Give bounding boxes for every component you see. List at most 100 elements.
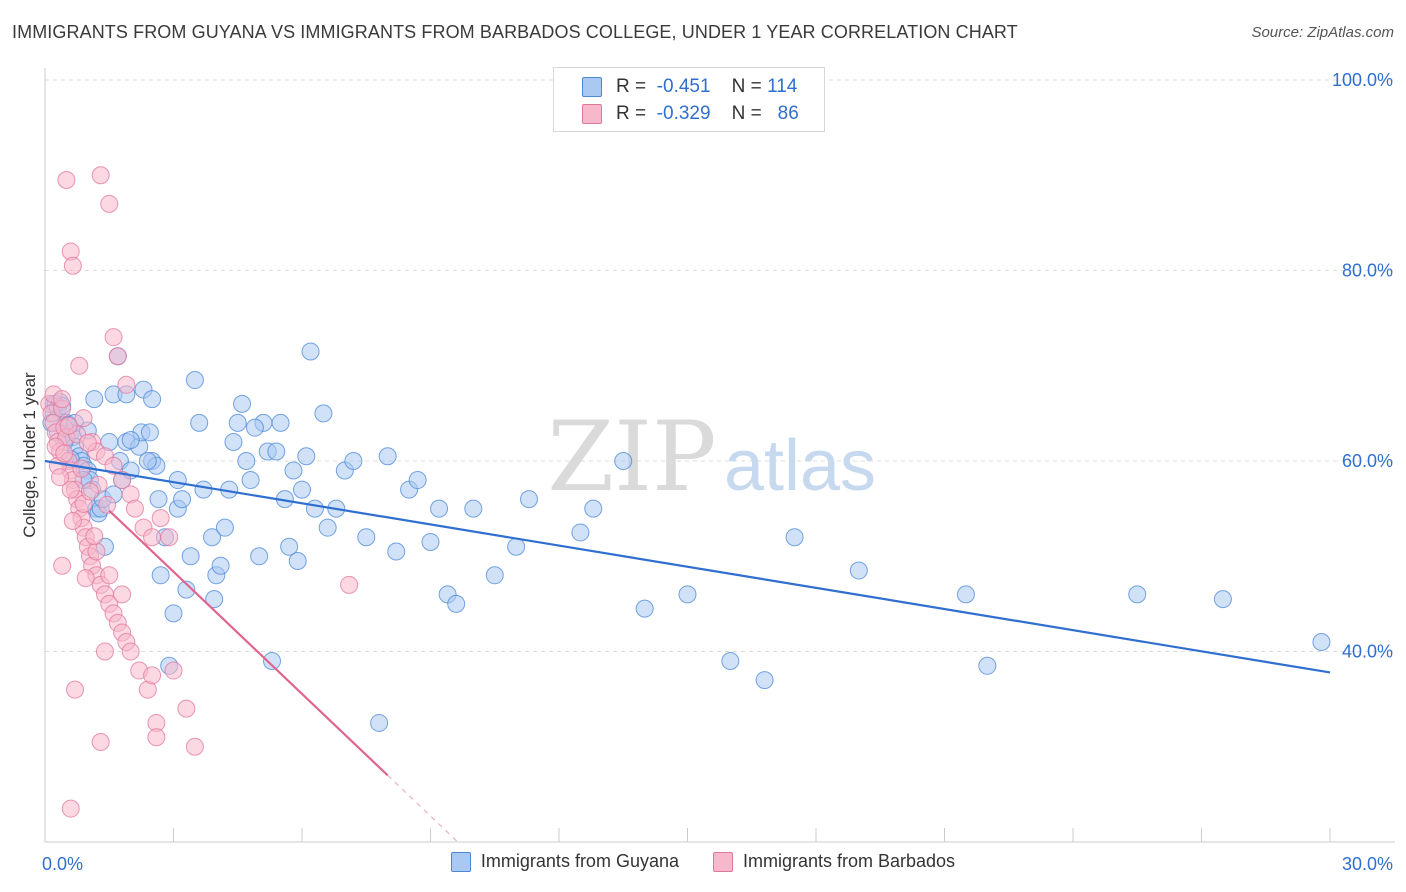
point-barbados-82 bbox=[63, 512, 82, 531]
legend-swatch-barbados bbox=[712, 851, 733, 872]
point-barbados-58 bbox=[87, 542, 106, 561]
point-guyana-56 bbox=[237, 452, 256, 470]
axes bbox=[44, 68, 1395, 843]
point-guyana-92 bbox=[584, 499, 603, 518]
stats-n-label: N = bbox=[731, 103, 762, 124]
point-guyana-97 bbox=[755, 671, 774, 690]
point-guyana-103 bbox=[1213, 590, 1232, 609]
point-guyana-78 bbox=[370, 713, 389, 732]
stats-r-label: R = bbox=[616, 76, 647, 97]
point-guyana-47 bbox=[203, 528, 222, 547]
stats-swatch-guyana bbox=[582, 77, 602, 97]
y-tick-label: 60.0% bbox=[1342, 451, 1393, 471]
point-guyana-96 bbox=[721, 652, 740, 671]
y-tick-label: 40.0% bbox=[1342, 642, 1393, 662]
stats-n-value: 114 bbox=[767, 76, 798, 97]
point-barbados-85 bbox=[98, 495, 117, 514]
point-guyana-45 bbox=[190, 413, 209, 432]
watermark-zip: ZIP bbox=[547, 401, 716, 513]
trend-line-guyana bbox=[44, 459, 1331, 674]
point-barbados-32 bbox=[143, 666, 162, 685]
point-barbados-64 bbox=[177, 699, 196, 718]
point-guyana-43 bbox=[181, 547, 200, 566]
point-barbados-84 bbox=[76, 569, 95, 588]
point-guyana-50 bbox=[211, 556, 230, 575]
point-barbados-74 bbox=[55, 444, 74, 463]
point-guyana-80 bbox=[387, 542, 406, 561]
point-barbados-41 bbox=[108, 347, 127, 366]
point-guyana-32 bbox=[140, 423, 159, 442]
y-axis-label: College, Under 1 year bbox=[20, 372, 39, 538]
point-barbados-78 bbox=[59, 416, 78, 435]
point-barbados-54 bbox=[143, 528, 162, 547]
point-guyana-46 bbox=[194, 480, 213, 499]
point-guyana-108 bbox=[85, 390, 104, 409]
chart-title: IMMIGRANTS FROM GUYANA VS IMMIGRANTS FRO… bbox=[12, 22, 1018, 42]
point-barbados-44 bbox=[53, 390, 72, 409]
point-guyana-98 bbox=[785, 528, 804, 547]
trend-line-barbados-extension bbox=[387, 774, 459, 843]
x-tick-label: 30.0% bbox=[1342, 854, 1393, 874]
point-guyana-68 bbox=[293, 480, 311, 499]
point-guyana-61 bbox=[263, 652, 282, 671]
point-guyana-101 bbox=[978, 656, 997, 675]
point-guyana-102 bbox=[1128, 585, 1147, 604]
point-barbados-56 bbox=[61, 480, 80, 499]
point-barbados-36 bbox=[100, 194, 119, 213]
point-guyana-39 bbox=[164, 604, 183, 623]
point-guyana-72 bbox=[314, 404, 333, 423]
stats-legend: R = -0.451 N = 114 R = -0.329 N = 86 bbox=[553, 67, 825, 132]
point-guyana-76 bbox=[344, 452, 363, 470]
point-barbados-80 bbox=[80, 482, 99, 501]
series-barbados-points bbox=[40, 166, 359, 818]
legend-swatch-guyana bbox=[450, 851, 471, 872]
legend-item-barbados[interactable]: Immigrants from Barbados bbox=[712, 851, 956, 872]
point-guyana-44 bbox=[185, 371, 204, 390]
point-barbados-35 bbox=[91, 166, 110, 185]
point-guyana-71 bbox=[305, 499, 324, 518]
point-guyana-100 bbox=[956, 585, 975, 604]
point-barbados-50 bbox=[113, 471, 132, 490]
stats-n-label: N = bbox=[731, 76, 762, 97]
point-barbados-39 bbox=[104, 328, 123, 347]
watermark-atlas: atlas bbox=[724, 426, 876, 506]
stats-row-barbados: R = -0.329 N = 86 bbox=[582, 103, 799, 125]
point-guyana-87 bbox=[464, 499, 483, 518]
point-guyana-104 bbox=[1312, 632, 1331, 651]
point-guyana-116 bbox=[151, 566, 170, 585]
point-guyana-95 bbox=[678, 585, 697, 604]
watermark: ZIP atlas bbox=[547, 401, 876, 513]
point-barbados-61 bbox=[113, 585, 132, 604]
point-guyana-41 bbox=[173, 490, 192, 509]
point-guyana-110 bbox=[168, 471, 187, 490]
point-barbados-59 bbox=[100, 566, 119, 585]
point-guyana-66 bbox=[284, 461, 303, 480]
stats-swatch-barbados bbox=[582, 104, 602, 124]
point-guyana-77 bbox=[357, 528, 376, 547]
y-tick-labels: 40.0% 60.0% 80.0% 100.0% bbox=[1332, 70, 1393, 662]
point-guyana-82 bbox=[408, 471, 427, 490]
stats-r-label: R = bbox=[616, 103, 647, 124]
point-barbados-71 bbox=[340, 575, 359, 594]
point-guyana-91 bbox=[571, 523, 590, 542]
legend-item-guyana[interactable]: Immigrants from Guyana bbox=[450, 851, 679, 872]
legend-label-barbados: Immigrants from Barbados bbox=[742, 851, 956, 871]
point-guyana-54 bbox=[228, 413, 247, 432]
point-guyana-109 bbox=[121, 431, 140, 450]
point-guyana-49 bbox=[205, 590, 224, 609]
point-guyana-79 bbox=[378, 447, 397, 466]
point-guyana-33 bbox=[143, 390, 162, 409]
point-barbados-49 bbox=[104, 456, 123, 475]
point-guyana-67 bbox=[288, 552, 307, 571]
point-barbados-60 bbox=[53, 556, 72, 575]
trend-line-barbados bbox=[108, 509, 389, 777]
point-guyana-115 bbox=[245, 418, 264, 437]
point-barbados-62 bbox=[160, 528, 179, 547]
point-guyana-53 bbox=[224, 432, 243, 451]
point-barbados-67 bbox=[147, 728, 166, 747]
point-guyana-84 bbox=[430, 499, 449, 518]
point-barbados-29 bbox=[121, 642, 140, 661]
stats-row-guyana: R = -0.451 N = 114 bbox=[582, 76, 797, 98]
stats-r-value: -0.451 bbox=[656, 76, 711, 97]
